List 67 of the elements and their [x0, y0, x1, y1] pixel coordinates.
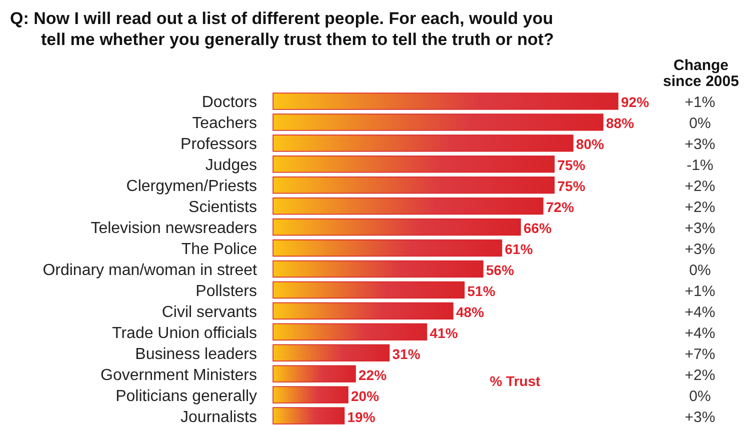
text: +2% — [684, 199, 716, 216]
bar — [272, 407, 345, 424]
y-tick-label: Teachers — [192, 115, 257, 132]
data-label: 51% — [467, 282, 496, 299]
text: +4% — [684, 304, 716, 321]
x-axis-title: % Trust — [490, 373, 541, 389]
text: +2% — [684, 366, 716, 384]
data-label: 88% — [606, 115, 635, 132]
y-tick-label: Business leaders — [135, 346, 257, 363]
y-tick-label: Clergymen/Priests — [126, 178, 257, 196]
y-tick-label: Civil servants — [162, 304, 257, 321]
chart-title: Q: Now I will read out a list of different people. For each, would you tell me whether you generally trust them to tell the truth or not? — [10, 9, 554, 49]
text: 0% — [689, 262, 711, 279]
y-tick-label: Professors — [180, 136, 257, 154]
bar — [272, 114, 604, 131]
text: +1% — [684, 282, 716, 300]
bar — [272, 344, 390, 362]
text: +3% — [684, 241, 716, 258]
text: 0% — [689, 388, 711, 405]
y-tick-label: Doctors — [202, 94, 257, 112]
data-label: 31% — [392, 346, 421, 362]
bar — [272, 365, 356, 382]
bar — [272, 260, 484, 278]
data-label: 41% — [430, 324, 458, 341]
bar — [272, 302, 454, 320]
data-label: 72% — [546, 199, 575, 216]
y-tick-label: Government Ministers — [100, 366, 257, 384]
text: +3% — [684, 408, 716, 425]
bar — [272, 218, 521, 236]
text: +1% — [684, 94, 716, 112]
bar — [272, 323, 428, 340]
y-tick-label: Journalists — [180, 408, 257, 425]
text: Change since 2005 — [663, 57, 739, 90]
data-label: 75% — [557, 178, 586, 194]
text: +2% — [684, 178, 716, 196]
bar — [272, 176, 555, 194]
text: +4% — [684, 324, 716, 342]
y-tick-label: Scientists — [188, 199, 257, 216]
text: 0% — [689, 115, 711, 132]
text: -1% — [686, 157, 714, 174]
data-label: 66% — [524, 220, 552, 236]
y-tick-label: Ordinary man/woman in street — [42, 262, 258, 279]
text: +3% — [684, 136, 716, 154]
data-label: 75% — [557, 157, 586, 174]
y-tick-label: The Police — [181, 241, 258, 258]
text: +3% — [684, 220, 716, 238]
data-label: 48% — [456, 304, 485, 320]
text: +7% — [684, 346, 716, 363]
data-label: 80% — [576, 136, 605, 152]
y-tick-label: Judges — [205, 157, 257, 174]
data-label: 22% — [358, 366, 388, 383]
y-tick-label: Pollsters — [196, 282, 257, 300]
data-label: 61% — [504, 241, 534, 258]
bar — [272, 92, 618, 110]
y-tick-label: Politicians generally — [116, 388, 257, 405]
data-label: 92% — [621, 94, 650, 110]
data-label: 20% — [351, 388, 380, 404]
bar — [272, 281, 465, 299]
data-label: 56% — [486, 262, 515, 278]
bar — [272, 197, 544, 215]
data-label: 19% — [347, 408, 376, 425]
bar — [272, 134, 574, 152]
bar — [272, 239, 502, 257]
y-tick-label: Television newsreaders — [90, 220, 257, 238]
y-tick-label: Trade Union officials — [112, 324, 257, 342]
bar — [272, 386, 348, 404]
bar — [272, 156, 555, 173]
